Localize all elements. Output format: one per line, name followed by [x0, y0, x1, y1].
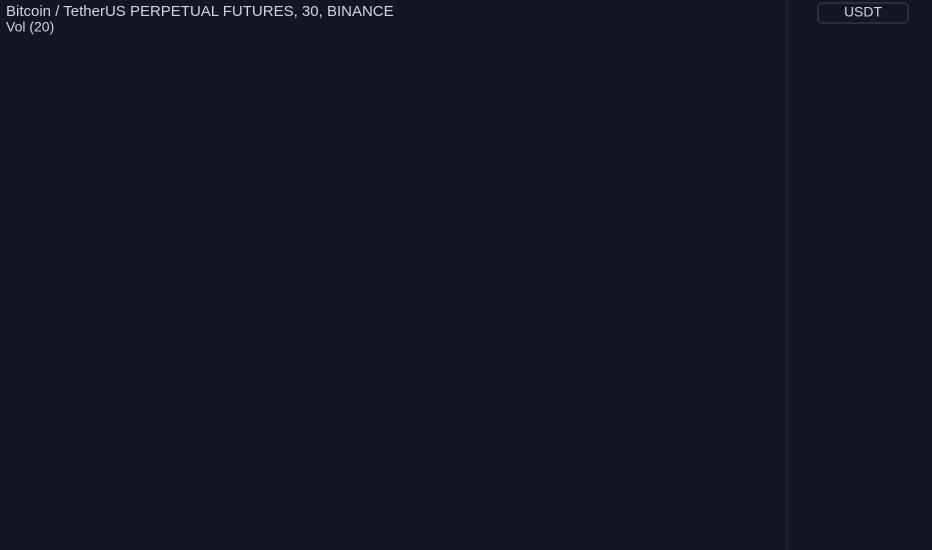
price-axis: [787, 0, 932, 550]
currency-label[interactable]: USDT: [844, 4, 883, 20]
indicator-label: Vol (20): [6, 19, 54, 35]
currency-button[interactable]: [817, 2, 909, 24]
chart-title: Bitcoin / TetherUS PERPETUAL FUTURES, 30…: [6, 3, 394, 20]
